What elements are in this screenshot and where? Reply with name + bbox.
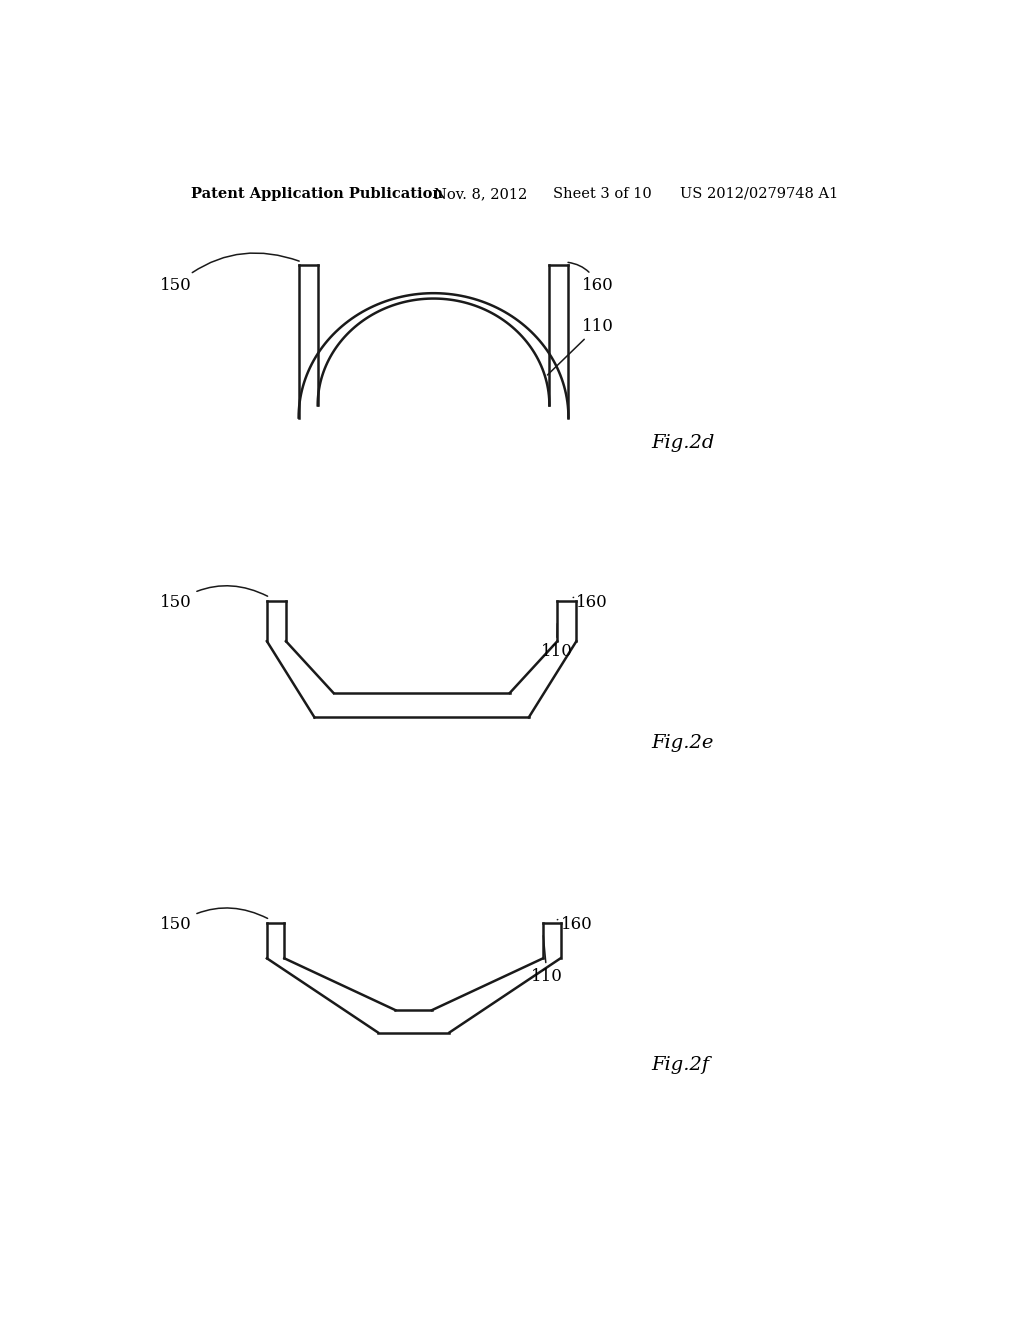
Text: 160: 160 xyxy=(573,594,608,611)
Text: 160: 160 xyxy=(568,263,613,294)
Text: Fig.2d: Fig.2d xyxy=(652,434,715,451)
Text: 150: 150 xyxy=(160,253,299,294)
Text: 110: 110 xyxy=(531,936,563,985)
Text: 160: 160 xyxy=(557,916,592,933)
Text: 150: 150 xyxy=(160,586,267,611)
Text: Fig.2e: Fig.2e xyxy=(652,734,714,752)
Text: Patent Application Publication: Patent Application Publication xyxy=(191,187,443,201)
Text: 150: 150 xyxy=(160,908,267,933)
Text: Nov. 8, 2012: Nov. 8, 2012 xyxy=(433,187,526,201)
Text: 110: 110 xyxy=(541,623,572,660)
Text: Fig.2f: Fig.2f xyxy=(652,1056,710,1074)
Text: Sheet 3 of 10: Sheet 3 of 10 xyxy=(553,187,651,201)
Text: US 2012/0279748 A1: US 2012/0279748 A1 xyxy=(680,187,838,201)
Text: 110: 110 xyxy=(548,318,613,375)
